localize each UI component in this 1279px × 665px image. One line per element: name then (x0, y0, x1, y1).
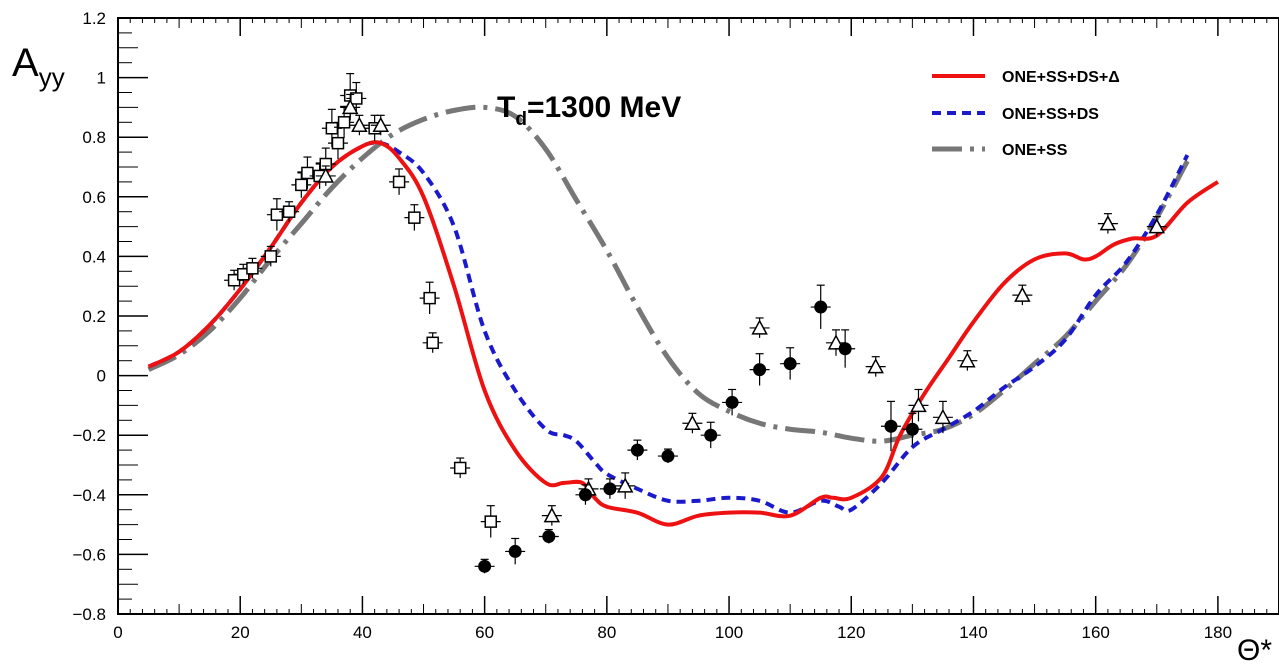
x-tick-label: 100 (715, 623, 743, 642)
data-point-circle (704, 428, 718, 442)
y-tick-label: 0.6 (82, 188, 106, 207)
y-tick-label: 1.2 (82, 9, 106, 28)
data-point-circle (725, 395, 739, 409)
annotation-rest: =1300 MeV (527, 91, 681, 124)
data-point-triangle (372, 116, 390, 133)
data-point-square (264, 250, 278, 263)
data-point-square (301, 166, 314, 180)
data-point-square (423, 291, 436, 305)
data-point-square (331, 136, 345, 150)
x-axis-label: Θ* (1237, 634, 1272, 665)
x-tick-label: 0 (113, 623, 122, 642)
data-point-triangle (1014, 286, 1031, 302)
data-point-square (295, 178, 308, 192)
y-tick-label: −0.4 (72, 486, 106, 505)
data-point-circle (630, 443, 644, 457)
data-point-square (392, 175, 406, 189)
data-point-triangle (1099, 215, 1117, 231)
energy-annotation: Td=1300 MeV (497, 91, 681, 130)
data-point-triangle (616, 477, 634, 493)
data-point-square (282, 205, 296, 218)
y-tick-label: 0 (97, 367, 106, 386)
y-tick-label: −0.2 (72, 426, 106, 445)
data-point-circle (478, 559, 492, 573)
y-tick-label: 0.4 (82, 247, 106, 266)
y-axis-label-main: A (12, 41, 39, 85)
axes: 0 20 40 60 80 100 120 140 160 180 −0.8 −0.6 −0.4 −0.2… (72, 9, 1279, 642)
y-tick-label: −0.6 (72, 545, 106, 564)
y-axis-label: Ayy (12, 41, 65, 92)
series-line-2 (147, 104, 1190, 444)
data-point-circle (508, 544, 522, 558)
data-point-square (484, 515, 497, 528)
data-point-circle (603, 482, 617, 496)
annotation-sub: d (515, 109, 527, 130)
plot-frame (117, 17, 1279, 615)
series-line-0 (147, 140, 1220, 527)
data-point-circle (661, 449, 675, 463)
data-point-square (408, 211, 421, 224)
data-point-circle (884, 419, 898, 433)
x-tick-label: 180 (1204, 623, 1232, 642)
legend-label-blue: ONE+SS+DS (1002, 106, 1099, 123)
data-point-circle (578, 488, 592, 502)
x-tick-label: 160 (1081, 623, 1109, 642)
data-point-triangle (341, 98, 359, 115)
data-point-triangle (317, 167, 335, 183)
data-point-circle (814, 300, 828, 314)
data-point-square (426, 336, 439, 350)
data-point-square (337, 116, 351, 129)
data-points (224, 72, 1167, 574)
data-point-circle (783, 357, 797, 371)
data-point-square (350, 92, 363, 105)
annotation-main: T (497, 91, 515, 124)
x-tick-label: 120 (837, 623, 865, 642)
x-tick-label: 140 (959, 623, 987, 642)
data-point-circle (838, 342, 852, 356)
y-tick-label: 0.2 (82, 307, 106, 326)
data-point-circle (753, 363, 767, 377)
legend-label-red: ONE+SS+DS+Δ (1002, 69, 1120, 86)
data-point-circle (542, 530, 556, 544)
data-point-triangle (867, 358, 884, 374)
data-point-circle (905, 422, 919, 436)
y-tick-label: 0.8 (82, 128, 106, 147)
y-axis-label-sub: yy (39, 62, 65, 92)
data-point-square (246, 262, 259, 275)
data-point-triangle (751, 319, 768, 335)
x-tick-label: 20 (231, 623, 250, 642)
legend: ONE+SS+DS+Δ ONE+SS+DS ONE+SS (932, 69, 1120, 159)
data-point-square (325, 122, 339, 135)
data-point-triangle (351, 116, 368, 133)
data-point-square (270, 208, 284, 221)
data-point-triangle (1148, 218, 1166, 234)
legend-label-gray: ONE+SS (1002, 142, 1068, 159)
y-tick-label: −0.8 (72, 605, 106, 624)
data-point-triangle (684, 414, 701, 431)
x-tick-label: 80 (597, 623, 616, 642)
data-point-square (453, 461, 467, 475)
data-point-triangle (543, 507, 561, 523)
x-tick-label: 40 (353, 623, 372, 642)
data-point-triangle (934, 408, 952, 425)
theory-curves (147, 104, 1220, 527)
y-tick-label: 1 (97, 69, 106, 88)
data-point-triangle (959, 352, 976, 368)
data-point-triangle (910, 396, 927, 413)
x-tick-label: 60 (475, 623, 494, 642)
